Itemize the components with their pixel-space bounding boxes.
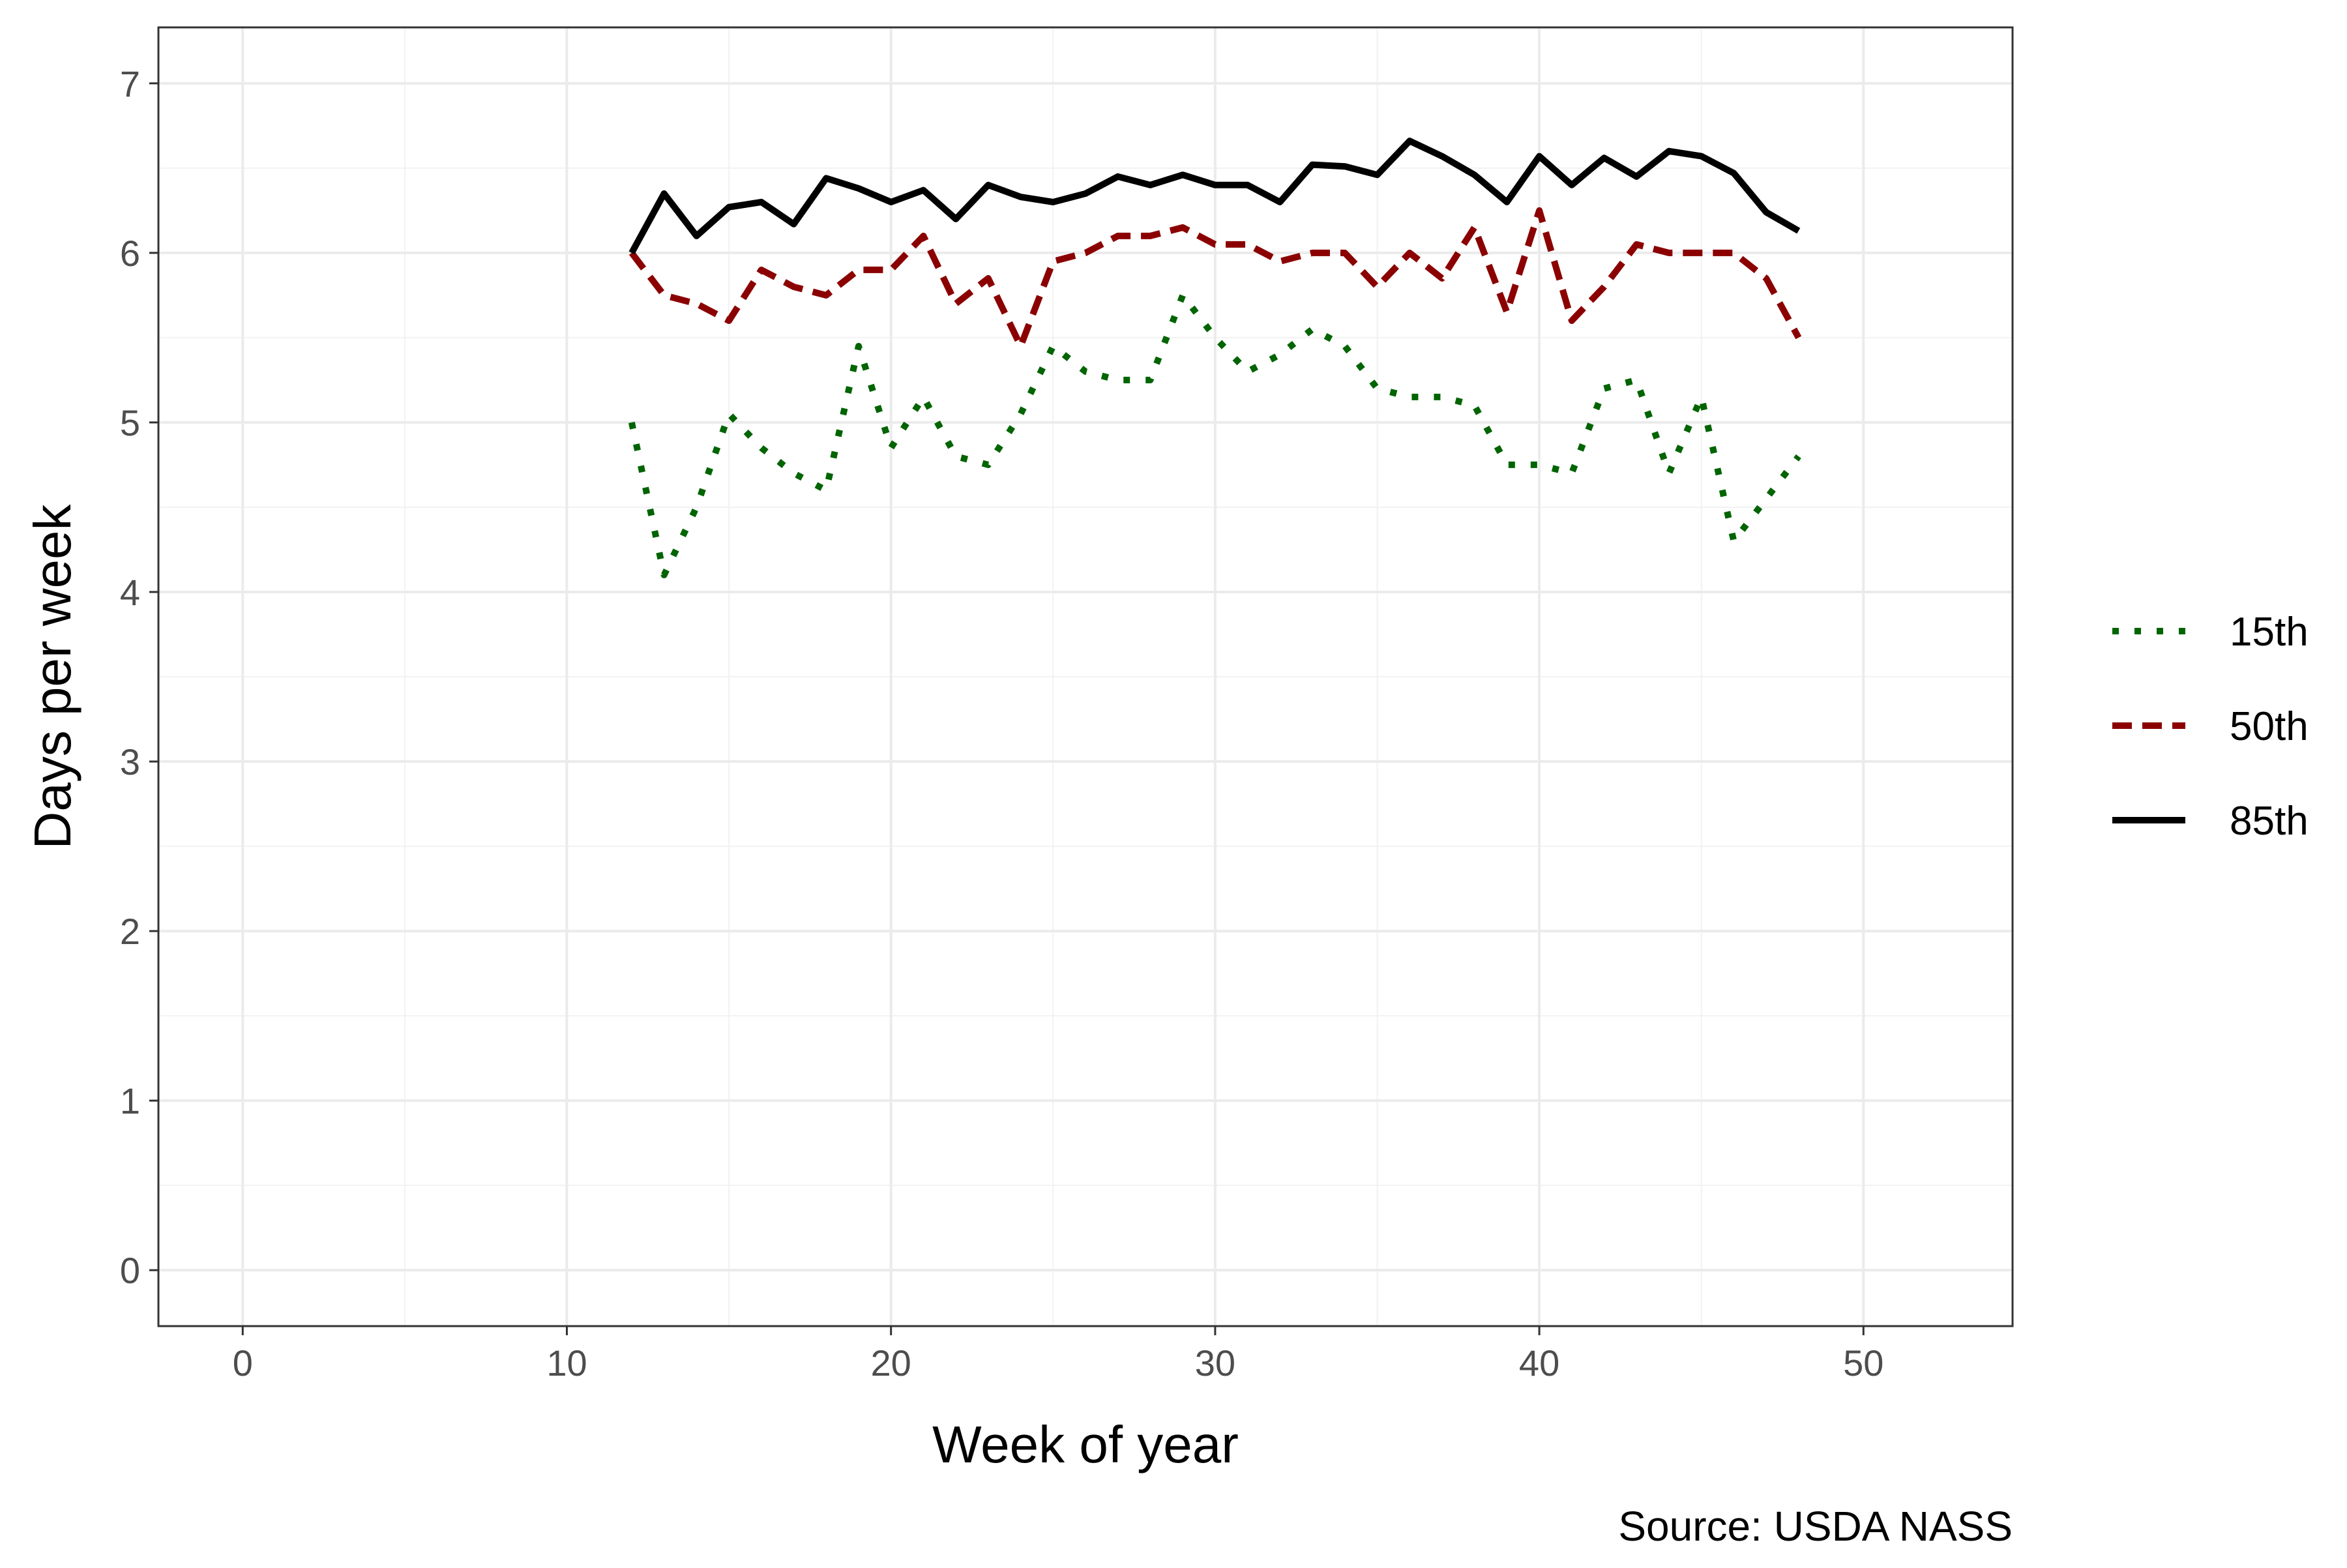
- series-lines: [628, 138, 1802, 578]
- legend: 15th 50th 85th: [2112, 610, 2309, 844]
- legend-label-15th: 15th: [2230, 610, 2309, 655]
- y-tick-label: 0: [120, 1250, 140, 1291]
- y-tick-label: 4: [120, 572, 140, 613]
- x-tick-label: 30: [1195, 1342, 1235, 1383]
- y-tick-label: 3: [120, 741, 140, 782]
- x-axis-title: Week of year: [932, 1415, 1239, 1473]
- legend-label-85th: 85th: [2230, 799, 2309, 844]
- x-tick-label: 0: [233, 1342, 253, 1383]
- x-tick-label: 50: [1843, 1342, 1883, 1383]
- y-tick-label: 2: [120, 911, 140, 952]
- y-axis-title: Days per week: [23, 503, 81, 849]
- axis-ticks: 0 10 20 30 40 50 0 1 2 3 4 5 6 7: [120, 63, 1884, 1383]
- legend-label-50th: 50th: [2230, 704, 2309, 749]
- y-tick-label: 5: [120, 402, 140, 443]
- grid-lines: [158, 27, 2013, 1326]
- x-tick-label: 40: [1519, 1342, 1559, 1383]
- y-tick-label: 7: [120, 63, 140, 104]
- series-line-85th: [628, 138, 1801, 255]
- y-tick-label: 1: [120, 1080, 140, 1121]
- y-tick-label: 6: [120, 233, 140, 274]
- x-tick-label: 20: [871, 1342, 911, 1383]
- plot-panel-border: [157, 26, 2014, 1327]
- caption: Source: USDA NASS: [1618, 1503, 2013, 1550]
- x-tick-label: 10: [546, 1342, 587, 1383]
- series-line-50th: [628, 207, 1802, 349]
